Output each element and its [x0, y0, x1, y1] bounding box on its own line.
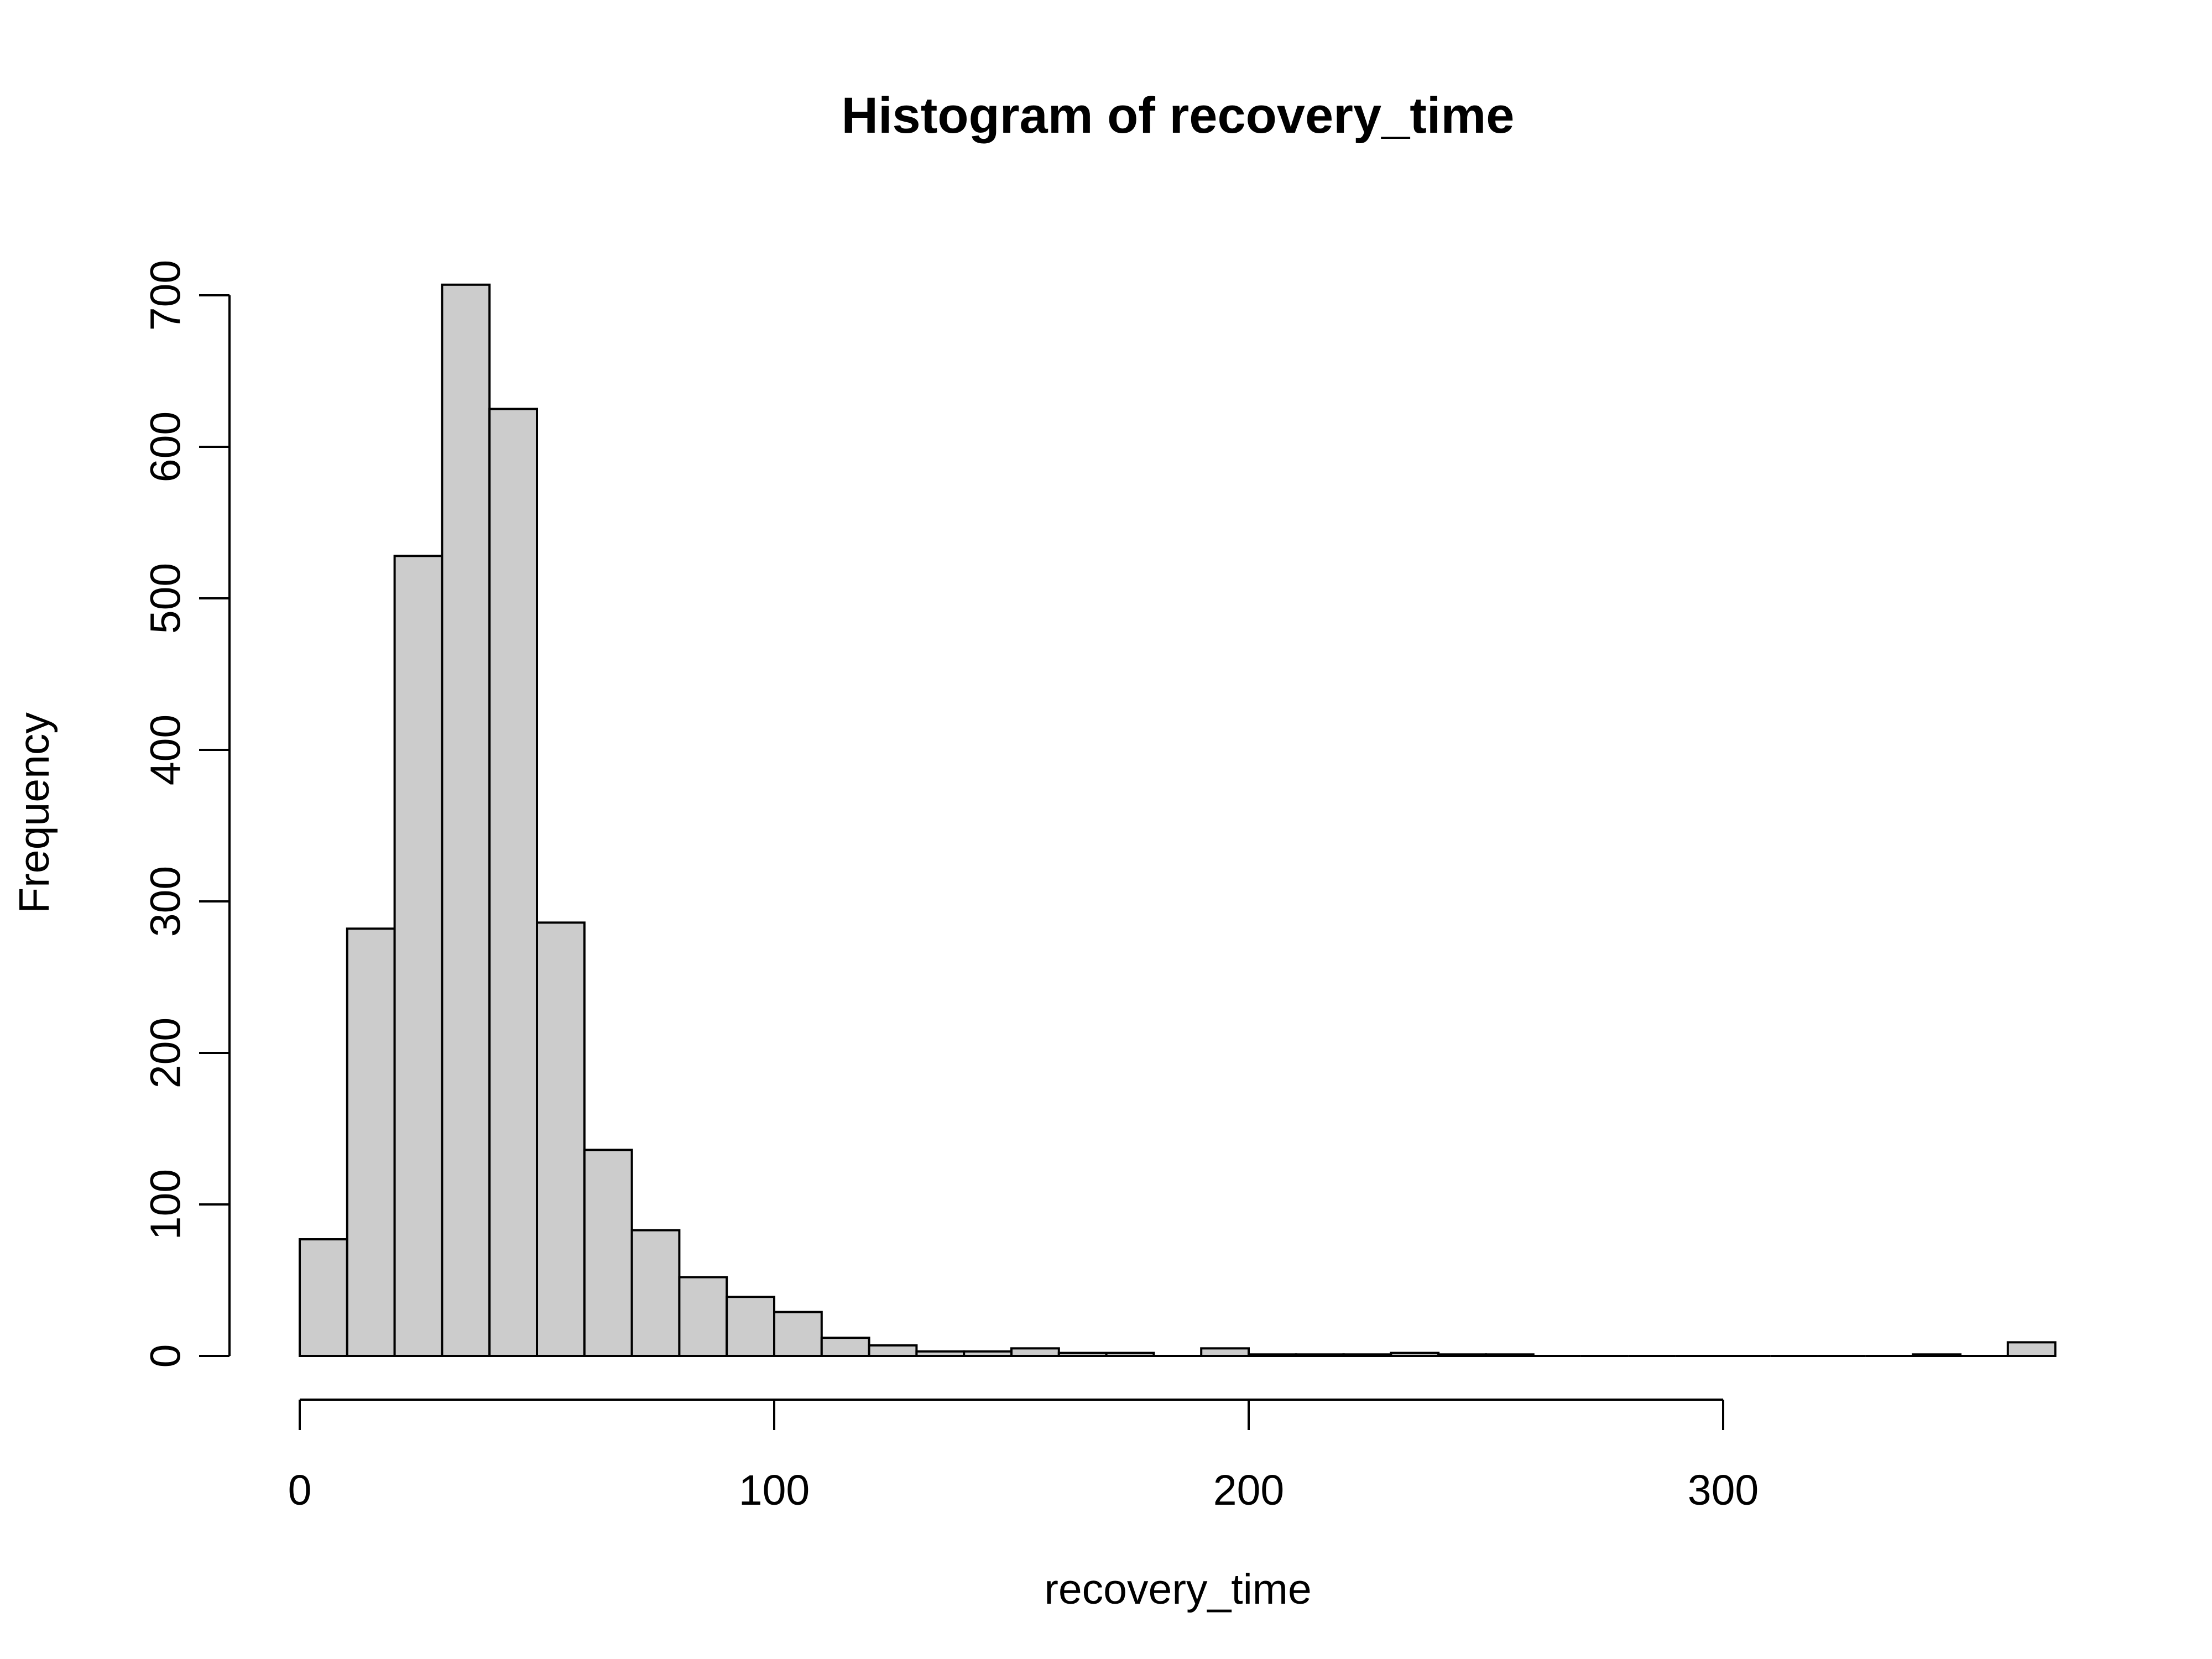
histogram-bar [963, 1350, 1013, 1358]
histogram-bar [1295, 1353, 1345, 1358]
histogram-bar [1912, 1353, 1961, 1358]
y-tick-label: 700 [142, 260, 189, 331]
x-tick-label: 100 [739, 1467, 810, 1514]
histogram-bar [678, 1276, 728, 1358]
y-tick-label: 200 [142, 1018, 189, 1088]
histogram-bar [393, 555, 444, 1357]
x-axis: 0 100 200 300 [288, 1399, 1759, 1514]
y-tick-label: 300 [142, 866, 189, 937]
histogram-bar [299, 1238, 348, 1358]
y-axis: 0 100 200 300 400 500 600 700 [142, 260, 231, 1368]
histogram-bar [1248, 1353, 1297, 1358]
x-tick-label: 300 [1688, 1467, 1759, 1514]
y-tick-label: 400 [142, 714, 189, 785]
histogram-bar [773, 1311, 823, 1358]
histogram-bar [1390, 1352, 1440, 1358]
y-tick-label: 0 [142, 1344, 189, 1368]
histogram-bar [2006, 1341, 2057, 1358]
histogram-bar [1485, 1353, 1535, 1358]
chart-title: Histogram of recovery_time [842, 87, 1515, 144]
histogram-bar [868, 1344, 918, 1358]
histogram-bar [820, 1337, 870, 1358]
x-axis-label: recovery_time [1044, 1566, 1312, 1613]
histogram-bar [583, 1149, 633, 1358]
y-tick-label: 100 [142, 1169, 189, 1240]
histogram-bar [536, 921, 586, 1357]
histogram-bar [1010, 1347, 1060, 1358]
histogram-bar [1105, 1352, 1155, 1358]
histogram-bar [630, 1229, 681, 1358]
histogram-bar [346, 927, 396, 1357]
y-tick-label: 600 [142, 411, 189, 482]
histogram-bar [488, 408, 539, 1357]
histogram-bar [441, 283, 491, 1358]
histogram-bar [1342, 1353, 1392, 1358]
histogram-bar [1437, 1353, 1487, 1358]
y-tick-label: 500 [142, 563, 189, 634]
x-tick-label: 0 [288, 1467, 312, 1514]
histogram-bar [1057, 1352, 1108, 1358]
y-axis-label: Frequency [11, 712, 58, 914]
histogram-bar [726, 1296, 775, 1357]
x-tick-label: 200 [1213, 1467, 1284, 1514]
histogram-bar [915, 1350, 966, 1358]
bars-group [299, 283, 2057, 1358]
histogram-bar [1200, 1347, 1250, 1358]
